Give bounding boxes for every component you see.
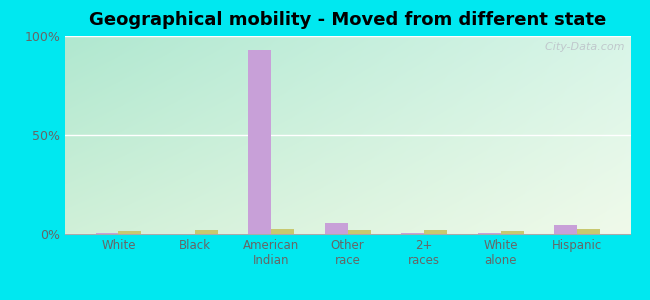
Title: Geographical mobility - Moved from different state: Geographical mobility - Moved from diffe…: [89, 11, 606, 29]
Bar: [348, 230, 370, 234]
Bar: [401, 233, 424, 234]
Bar: [424, 230, 447, 234]
Bar: [325, 223, 348, 234]
Text: City-Data.com: City-Data.com: [538, 42, 625, 52]
Bar: [195, 230, 218, 234]
Bar: [500, 231, 523, 234]
Bar: [554, 225, 577, 234]
Bar: [577, 229, 600, 234]
Bar: [96, 233, 118, 234]
Bar: [271, 229, 294, 234]
Bar: [248, 50, 271, 234]
Bar: [478, 233, 500, 234]
Bar: [118, 231, 142, 234]
